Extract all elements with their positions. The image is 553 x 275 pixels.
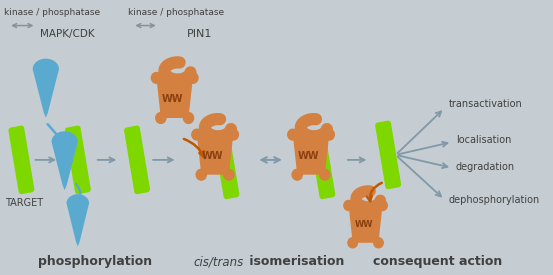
Polygon shape [348,205,383,243]
Text: WW: WW [161,94,183,104]
Circle shape [196,169,206,180]
Circle shape [348,238,357,248]
Text: TARGET: TARGET [6,198,44,208]
Polygon shape [309,131,335,199]
Polygon shape [375,121,401,189]
Text: localisation: localisation [456,135,511,145]
Text: WW: WW [354,221,373,229]
Polygon shape [65,126,91,194]
Polygon shape [51,131,78,190]
Text: isomerisation: isomerisation [245,255,345,268]
Text: transactivation: transactivation [448,99,522,109]
Polygon shape [124,126,150,194]
Text: degradation: degradation [456,162,515,172]
Circle shape [378,200,387,210]
Circle shape [156,112,166,123]
Circle shape [184,112,194,123]
Text: phosphorylation: phosphorylation [38,255,152,268]
Polygon shape [156,78,193,118]
Text: MAPK/CDK: MAPK/CDK [40,29,95,38]
Polygon shape [8,126,34,194]
Circle shape [224,169,234,180]
Text: WW: WW [298,151,320,161]
Text: cis/trans: cis/trans [193,255,243,268]
Circle shape [320,169,330,180]
Text: kinase / phosphatase: kinase / phosphatase [128,8,224,17]
Circle shape [192,129,202,140]
Polygon shape [66,194,89,246]
Text: kinase / phosphatase: kinase / phosphatase [3,8,100,17]
Polygon shape [33,59,59,118]
Circle shape [188,73,198,83]
Circle shape [374,238,383,248]
Circle shape [152,73,161,83]
Text: dephosphorylation: dephosphorylation [448,195,540,205]
Polygon shape [213,131,239,199]
Polygon shape [293,135,329,175]
Circle shape [292,169,302,180]
Text: PIN1: PIN1 [187,29,212,38]
Circle shape [228,129,238,140]
Circle shape [324,129,335,140]
Circle shape [344,200,353,210]
Circle shape [288,129,298,140]
Text: WW: WW [202,151,223,161]
Text: consequent action: consequent action [373,255,503,268]
Polygon shape [197,135,233,175]
